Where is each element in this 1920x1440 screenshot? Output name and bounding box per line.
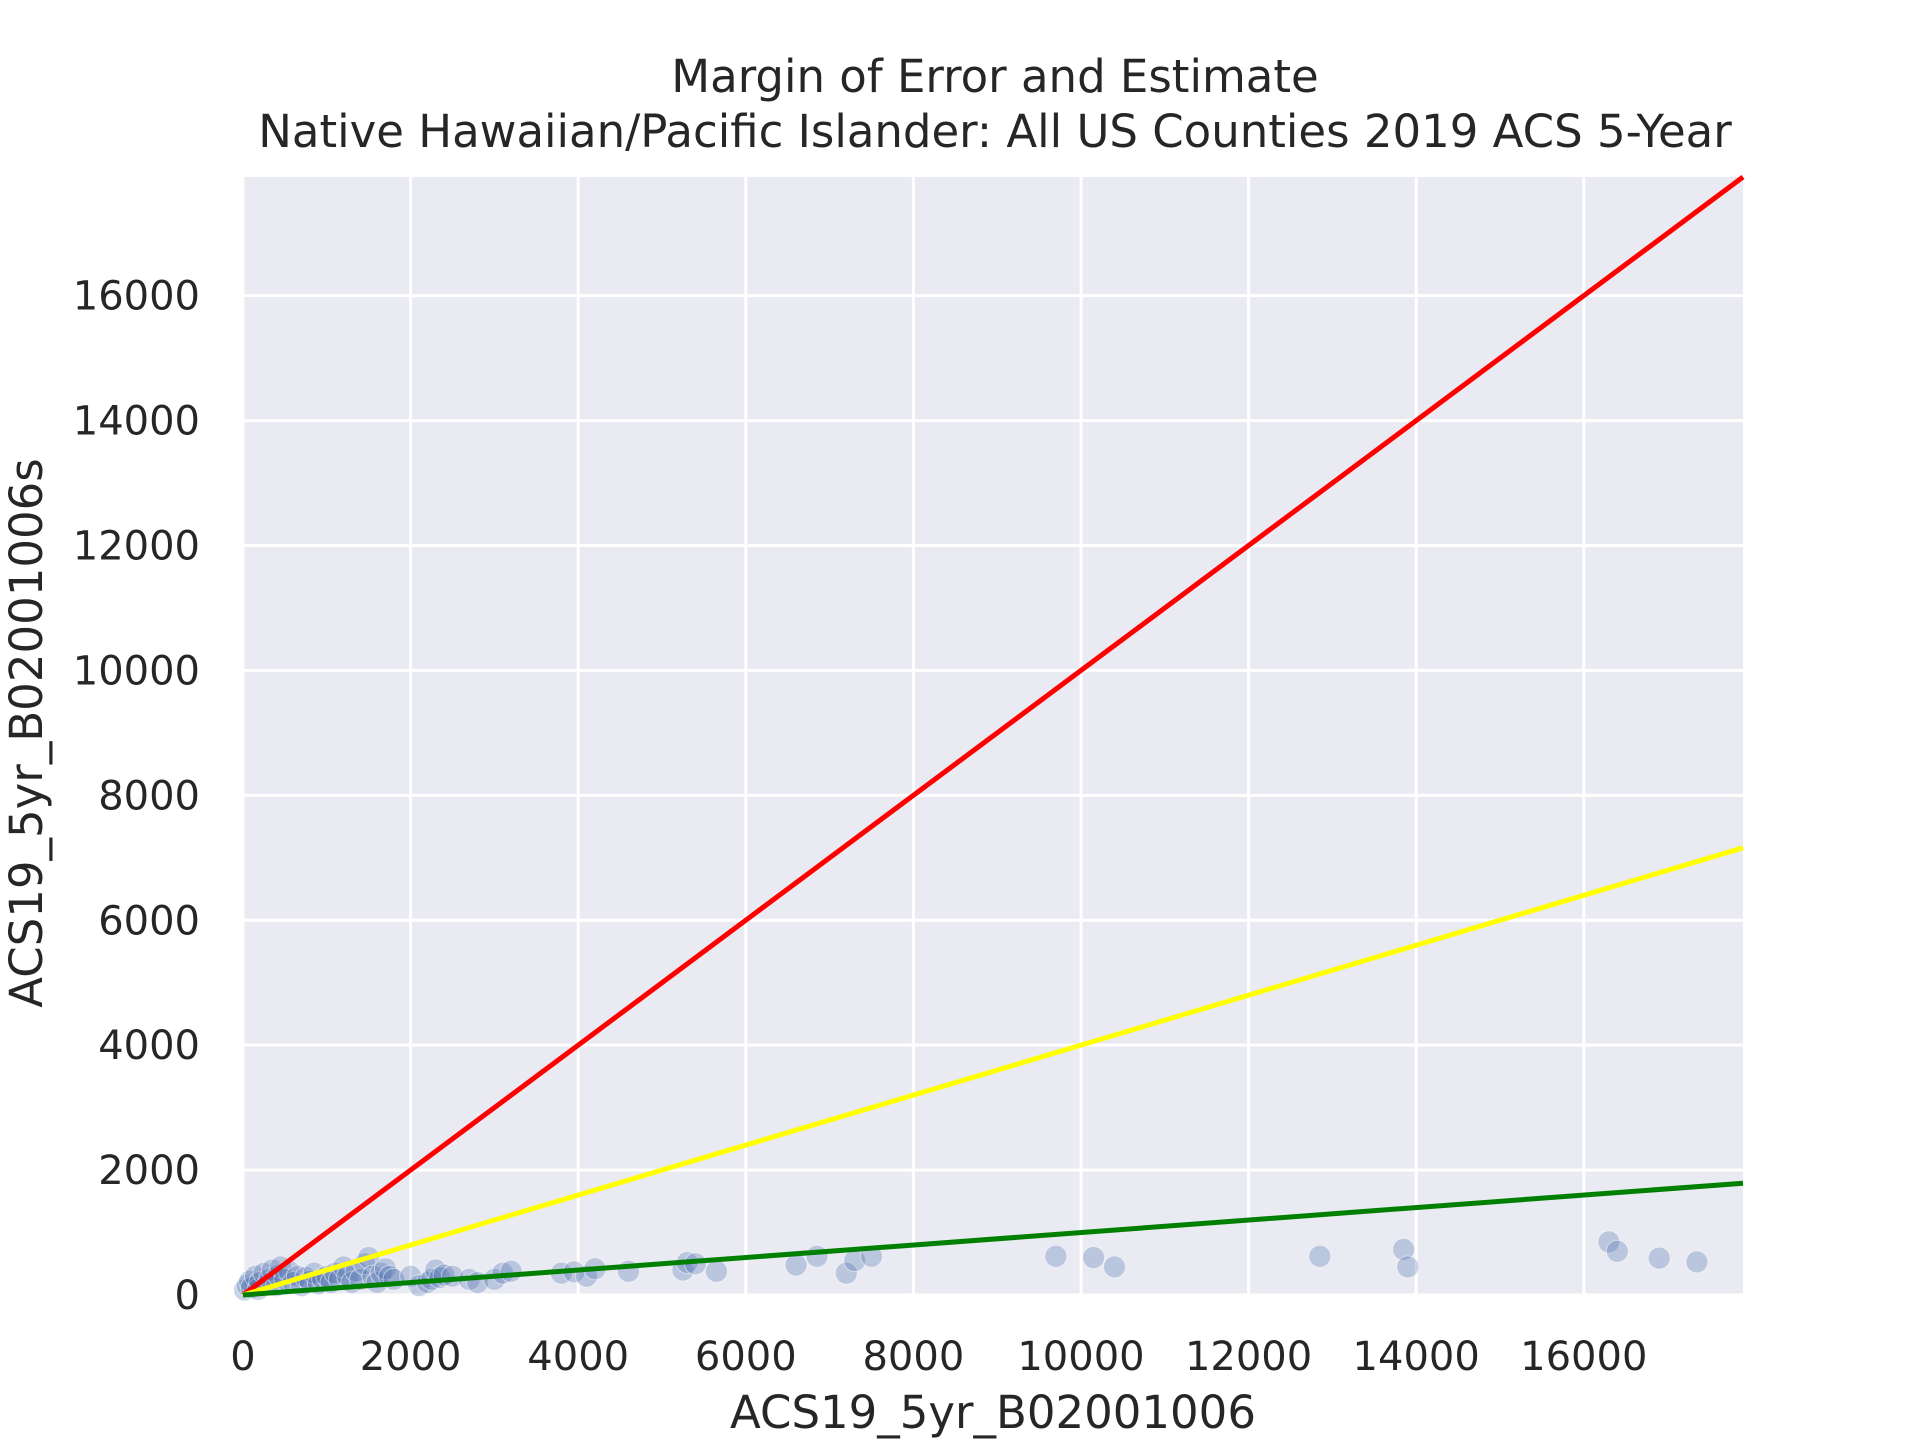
data-point bbox=[1082, 1246, 1106, 1270]
y-tick-labels: 0 2000 4000 6000 8000 10000 12000 14000 16000 bbox=[73, 274, 200, 1319]
x-tick-label: 14000 bbox=[1353, 1334, 1480, 1380]
data-point bbox=[1605, 1239, 1629, 1263]
data-point bbox=[704, 1259, 728, 1283]
data-point bbox=[1392, 1237, 1416, 1261]
reference-lines bbox=[241, 174, 1745, 1298]
x-tick-label: 16000 bbox=[1520, 1334, 1647, 1380]
yellow-reference-line bbox=[242, 845, 1744, 1298]
y-tick-label: 16000 bbox=[73, 274, 200, 320]
y-tick-label: 0 bbox=[175, 1273, 200, 1319]
x-tick-label: 12000 bbox=[1185, 1334, 1312, 1380]
data-point bbox=[784, 1253, 808, 1277]
red-reference-line bbox=[241, 174, 1745, 1298]
x-tick-label: 2000 bbox=[360, 1334, 462, 1380]
x-tick-label: 4000 bbox=[527, 1334, 629, 1380]
data-point bbox=[1396, 1255, 1420, 1279]
data-point bbox=[1308, 1244, 1332, 1268]
y-tick-label: 2000 bbox=[98, 1148, 200, 1194]
data-point bbox=[1597, 1230, 1621, 1254]
data-point bbox=[805, 1244, 829, 1268]
data-point bbox=[1647, 1246, 1671, 1270]
x-tick-labels: 0 2000 4000 6000 8000 10000 12000 14000 16000 bbox=[230, 1334, 1647, 1380]
chart-title: Margin of Error and Estimate bbox=[671, 50, 1318, 103]
y-tick-label: 4000 bbox=[98, 1023, 200, 1069]
y-axis-label: ACS19_5yr_B02001006s bbox=[0, 458, 53, 1007]
chart-subtitle: Native Hawaiian/Pacific Islander: All US… bbox=[258, 105, 1732, 158]
x-tick-label: 10000 bbox=[1017, 1334, 1144, 1380]
x-axis-label: ACS19_5yr_B02001006 bbox=[730, 1386, 1256, 1439]
data-point bbox=[834, 1261, 858, 1285]
x-tick-label: 8000 bbox=[862, 1334, 964, 1380]
data-point bbox=[1044, 1244, 1068, 1268]
y-tick-label: 6000 bbox=[98, 898, 200, 944]
y-tick-label: 12000 bbox=[73, 524, 200, 570]
data-point bbox=[1685, 1250, 1709, 1274]
y-tick-label: 8000 bbox=[98, 773, 200, 819]
y-tick-label: 14000 bbox=[73, 399, 200, 445]
green-reference-line bbox=[242, 1180, 1744, 1298]
grid-lines bbox=[241, 177, 1743, 1297]
data-point bbox=[499, 1259, 523, 1283]
y-tick-label: 10000 bbox=[73, 648, 200, 694]
x-tick-label: 0 bbox=[230, 1334, 255, 1380]
x-tick-label: 6000 bbox=[695, 1334, 797, 1380]
data-point bbox=[1103, 1255, 1127, 1279]
